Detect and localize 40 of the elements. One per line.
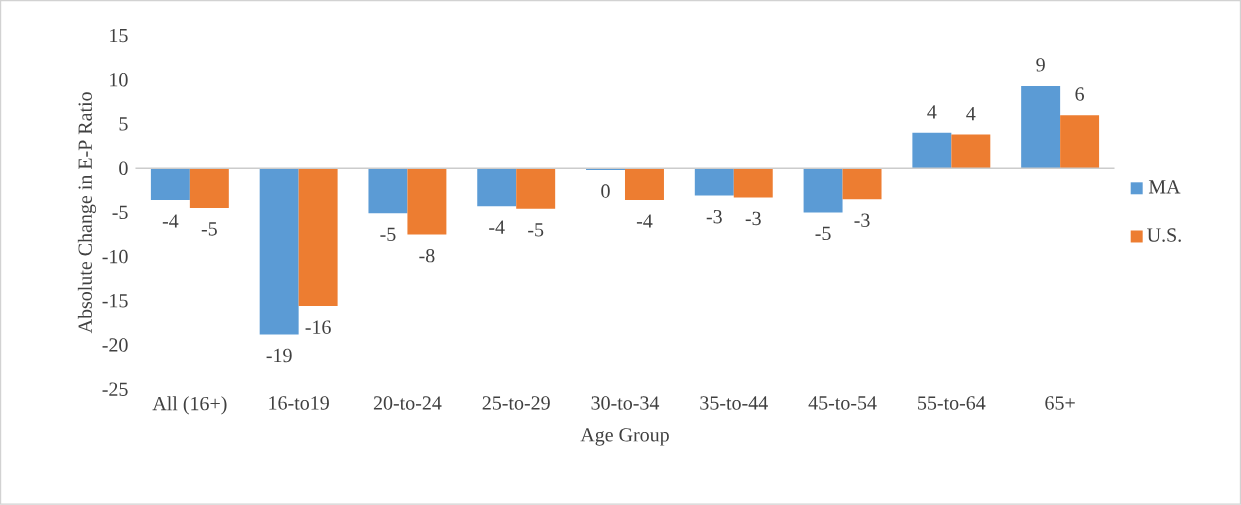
x-tick-label: 65+: [1045, 396, 1075, 410]
y-tick-label: 0: [119, 161, 128, 176]
data-label: -8: [419, 249, 435, 263]
data-label: 4: [966, 107, 976, 121]
data-label: -4: [489, 220, 505, 234]
x-tick-label: 16-to19: [269, 396, 329, 410]
data-label: -16: [305, 320, 331, 335]
data-label: 9: [1036, 58, 1045, 72]
y-tick-label: -10: [102, 250, 128, 264]
data-label: -5: [528, 223, 544, 237]
data-label: -3: [854, 213, 870, 228]
x-tick-label: 45-to-54: [808, 396, 877, 410]
y-tick-label: 15: [110, 29, 128, 43]
x-tick-label: 55-to-64: [918, 396, 986, 410]
data-label: -3: [745, 211, 761, 226]
data-label: 0: [601, 184, 610, 198]
data-label: -4: [162, 214, 179, 228]
y-tick-label: -5: [112, 205, 128, 220]
y-tick-label: 10: [110, 73, 128, 87]
legend-label: U.S.: [1147, 228, 1181, 243]
x-tick-label: 30-to-34: [591, 396, 660, 410]
data-label: -5: [815, 226, 831, 241]
data-label: 6: [1075, 87, 1085, 101]
y-tick-label: -15: [102, 294, 128, 308]
x-tick-label: 35-to-44: [700, 396, 768, 410]
y-tick-label: -20: [102, 338, 128, 352]
data-label: -5: [201, 222, 217, 236]
data-label: 4: [927, 105, 937, 119]
y-axis-title: Absolute Change in E-P Ratio: [77, 92, 97, 334]
x-tick-label: 20-to-24: [373, 396, 442, 410]
x-axis-title: Age Group: [580, 428, 669, 446]
data-label: -4: [636, 214, 653, 228]
x-tick-label: 25-to-29: [482, 396, 550, 410]
y-tick-label: -25: [102, 382, 128, 397]
x-tick-label: All (16+): [152, 396, 227, 415]
data-label: -5: [380, 227, 396, 242]
data-label: -3: [706, 210, 722, 224]
y-tick-label: 5: [119, 117, 128, 131]
legend-label: MA: [1148, 180, 1181, 194]
data-label: -19: [266, 348, 292, 363]
